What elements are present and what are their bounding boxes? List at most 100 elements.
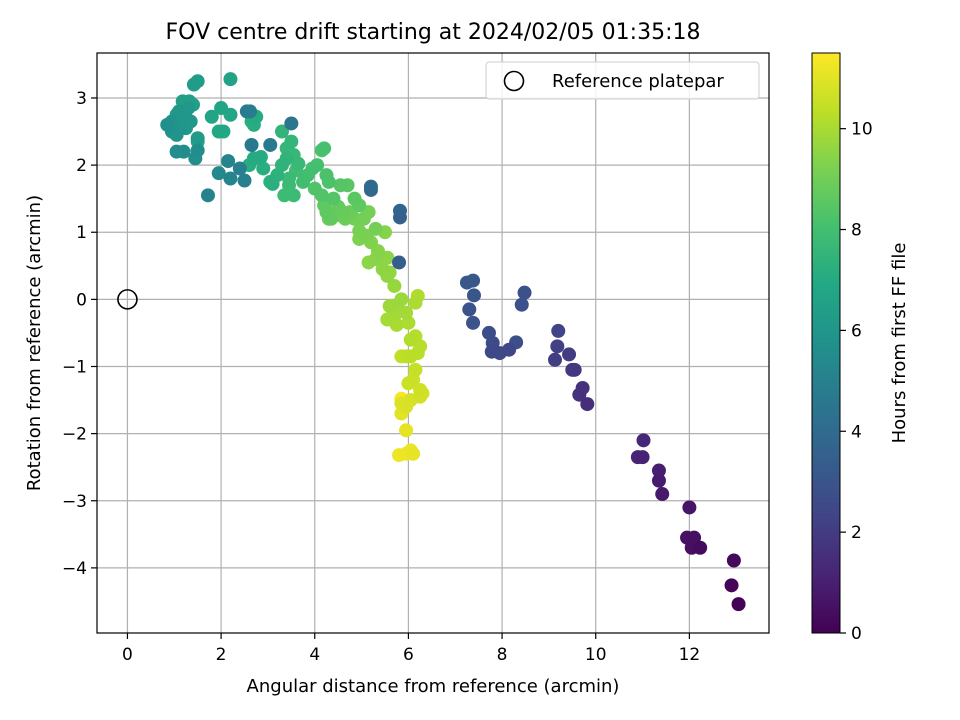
data-point <box>693 540 708 555</box>
data-point <box>635 450 650 465</box>
data-point <box>387 278 402 293</box>
data-point <box>551 323 566 338</box>
y-tick-label: −3 <box>62 492 87 512</box>
data-point <box>517 285 532 300</box>
data-point <box>399 423 414 438</box>
data-points <box>160 72 746 612</box>
colorbar <box>811 52 841 634</box>
data-point <box>547 352 562 367</box>
data-point <box>221 154 236 169</box>
data-point <box>575 380 590 395</box>
data-point <box>211 124 226 139</box>
colorbar-tick-label: 4 <box>851 422 862 442</box>
data-point <box>317 141 332 156</box>
data-point <box>319 168 334 183</box>
x-tick-label: 2 <box>216 645 227 665</box>
x-tick-label: 4 <box>309 645 320 665</box>
x-tick-label: 0 <box>122 645 133 665</box>
data-point <box>326 191 341 206</box>
data-point <box>263 137 278 152</box>
data-point <box>394 292 409 307</box>
data-point <box>403 332 418 347</box>
y-axis-label: Rotation from reference (arcmin) <box>24 195 45 491</box>
colorbar-tick-label: 10 <box>851 120 873 140</box>
data-point <box>204 109 219 124</box>
data-point <box>403 349 418 364</box>
data-point <box>274 124 289 139</box>
y-tick-label: 2 <box>76 156 87 176</box>
data-point <box>368 221 383 236</box>
data-point <box>277 188 292 203</box>
grid-lines <box>97 53 769 633</box>
reference-platepar-marker <box>117 289 138 310</box>
data-point <box>223 171 238 186</box>
data-point <box>284 116 299 131</box>
data-point <box>190 131 205 146</box>
data-point <box>682 500 697 515</box>
data-point <box>655 487 670 502</box>
colorbar-tick-label: 8 <box>851 221 862 241</box>
y-tick-label: 0 <box>76 290 87 310</box>
data-point <box>562 347 577 362</box>
colorbar-tick-label: 2 <box>851 523 862 543</box>
data-point <box>232 161 247 176</box>
legend-label: Reference platepar <box>552 71 724 92</box>
colorbar-ticks: 0 2 4 6 8 10 <box>840 120 873 644</box>
data-point <box>514 297 529 312</box>
data-point <box>406 446 421 461</box>
x-tick-label: 6 <box>403 645 414 665</box>
x-axis-ticks: 0 2 4 6 8 10 12 <box>122 633 700 665</box>
data-point <box>256 161 271 176</box>
data-point <box>282 171 296 186</box>
data-point <box>550 339 565 354</box>
x-tick-label: 10 <box>585 645 607 665</box>
data-point <box>239 104 254 119</box>
data-point <box>392 255 407 270</box>
data-point <box>408 295 423 310</box>
data-point <box>459 275 474 290</box>
data-point <box>382 299 397 314</box>
data-point <box>169 144 184 159</box>
y-tick-label: −4 <box>62 559 87 579</box>
x-tick-label: 8 <box>497 645 508 665</box>
y-tick-label: 3 <box>76 89 87 109</box>
data-point <box>244 137 259 152</box>
data-point <box>375 262 390 277</box>
plot-frame <box>96 52 770 634</box>
data-point <box>284 134 299 149</box>
data-point <box>333 178 348 193</box>
x-tick-label: 12 <box>679 645 701 665</box>
data-point <box>214 101 229 116</box>
data-point <box>237 173 252 188</box>
data-point <box>160 117 175 132</box>
data-point <box>580 397 595 412</box>
data-point <box>731 597 746 612</box>
data-point <box>200 188 215 203</box>
colorbar-label: Hours from first FF file <box>889 243 910 444</box>
colorbar-tick-label: 6 <box>851 321 862 341</box>
y-axis-ticks: −4 −3 −2 −1 0 1 2 3 <box>62 89 97 579</box>
data-point <box>296 174 311 189</box>
data-point <box>408 362 423 377</box>
colorbar-tick-label: 0 <box>851 624 862 644</box>
data-point <box>636 433 651 448</box>
data-point <box>363 182 378 197</box>
legend-marker-icon <box>503 70 525 92</box>
data-point <box>466 288 481 303</box>
data-point <box>265 176 280 191</box>
data-point <box>392 210 407 225</box>
data-point <box>413 382 428 397</box>
data-point <box>307 181 322 196</box>
y-tick-label: 1 <box>76 223 87 243</box>
x-axis-label: Angular distance from reference (arcmin) <box>247 676 620 697</box>
data-point <box>466 315 481 330</box>
data-point <box>347 191 362 206</box>
legend-box <box>485 61 760 100</box>
data-point <box>726 553 741 568</box>
data-point <box>567 362 582 377</box>
data-point <box>651 473 666 488</box>
data-point <box>502 342 517 357</box>
data-point <box>223 72 238 87</box>
data-point <box>253 150 268 165</box>
